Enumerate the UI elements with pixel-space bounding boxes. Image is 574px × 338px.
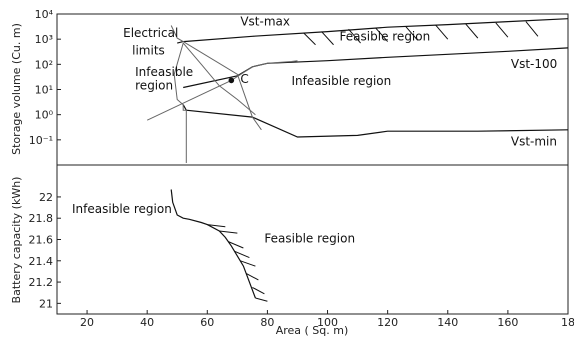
hatch-mark <box>240 260 256 267</box>
top-y-axis-title: Storage volume (Cu. m) <box>10 23 23 155</box>
bottom-y-axis-title: Battery capacity (kWh) <box>10 177 23 304</box>
bottom-y-tick-label: 21.8 <box>29 212 54 225</box>
bottom-annotations: Infeasible region Feasible region <box>72 202 355 246</box>
annotation: Vst-min <box>511 134 557 148</box>
hatch-mark <box>525 21 539 37</box>
top-hatch-group <box>303 21 539 46</box>
bottom-y-tick-label: 21.2 <box>29 276 54 289</box>
hatch-mark <box>465 23 479 39</box>
top-y-tick-label: 10⁰ <box>35 109 54 122</box>
annotation: Feasible region <box>340 29 431 43</box>
series-vst-min <box>182 104 569 138</box>
hatch-mark <box>252 286 265 295</box>
top-y-tick-label: 10⁴ <box>35 8 54 21</box>
bottom-y-tick-label: 21.4 <box>29 255 54 268</box>
x-tick-label: 100 <box>317 316 338 329</box>
hatch-mark <box>207 224 226 228</box>
hatch-mark <box>405 26 419 41</box>
annotation: Electrical <box>123 26 178 40</box>
x-tick-label: 80 <box>260 316 274 329</box>
series-vst-max <box>177 18 569 44</box>
hatch-mark <box>228 241 244 249</box>
top-y-tick-label: 10¹ <box>35 84 53 97</box>
annotation: limits <box>132 43 165 57</box>
annotation: Infeasible region <box>72 202 172 216</box>
x-tick-label: 60 <box>200 316 214 329</box>
x-tick-label: 18 <box>561 316 574 329</box>
hatch-mark <box>435 24 449 40</box>
hatch-mark <box>255 297 268 302</box>
bottom-series-group <box>170 189 256 299</box>
annotation: Infeasible <box>135 65 193 79</box>
bottom-x-ticks: 20 40 60 80 100 120 140 160 18 <box>80 310 574 329</box>
x-axis-title: Area ( Sq. m) <box>276 324 349 337</box>
boundary-line <box>182 42 256 116</box>
x-tick-label: 40 <box>140 316 154 329</box>
annotation: Feasible region <box>264 232 355 246</box>
annotation: Infeasible region <box>291 74 391 88</box>
top-y-tick-label: 10⁻¹ <box>29 134 53 147</box>
top-y-tick-label: 10² <box>35 58 53 71</box>
hatch-mark <box>495 22 509 38</box>
x-tick-label: 160 <box>497 316 518 329</box>
hatch-mark <box>219 230 238 234</box>
boundary-line <box>170 25 262 131</box>
bottom-y-tick-label: 22 <box>39 191 53 204</box>
hatch-mark <box>303 32 316 46</box>
hatch-mark <box>375 27 389 42</box>
x-tick-label: 20 <box>80 316 94 329</box>
annotation: Vst-100 <box>511 57 557 71</box>
hatch-mark <box>348 28 361 44</box>
boundary-line <box>146 60 298 121</box>
annotation: region <box>135 79 173 93</box>
boundary-line <box>173 42 187 163</box>
battery-capacity-line <box>170 189 256 299</box>
bottom-y-tick-label: 21 <box>39 297 53 310</box>
top-y-tick-label: 10³ <box>35 33 53 46</box>
bottom-y-ticks: 21 21.2 21.4 21.6 21.8 22 <box>29 191 61 310</box>
hatch-mark <box>246 273 259 281</box>
bottom-y-tick-label: 21.6 <box>29 234 54 247</box>
hatch-mark <box>234 250 250 259</box>
top-points-group <box>228 77 235 84</box>
x-tick-label: 140 <box>437 316 458 329</box>
x-tick-label: 120 <box>377 316 398 329</box>
annotation: Vst-max <box>240 14 290 28</box>
top-y-ticks: 10⁻¹ 10⁰ 10¹ 10² 10³ 10⁴ <box>29 8 61 147</box>
bottom-hatch-group <box>207 224 268 302</box>
top-series-group <box>146 18 569 163</box>
hatch-mark <box>321 31 334 46</box>
annotation: C <box>240 72 248 86</box>
point-c <box>228 77 235 84</box>
